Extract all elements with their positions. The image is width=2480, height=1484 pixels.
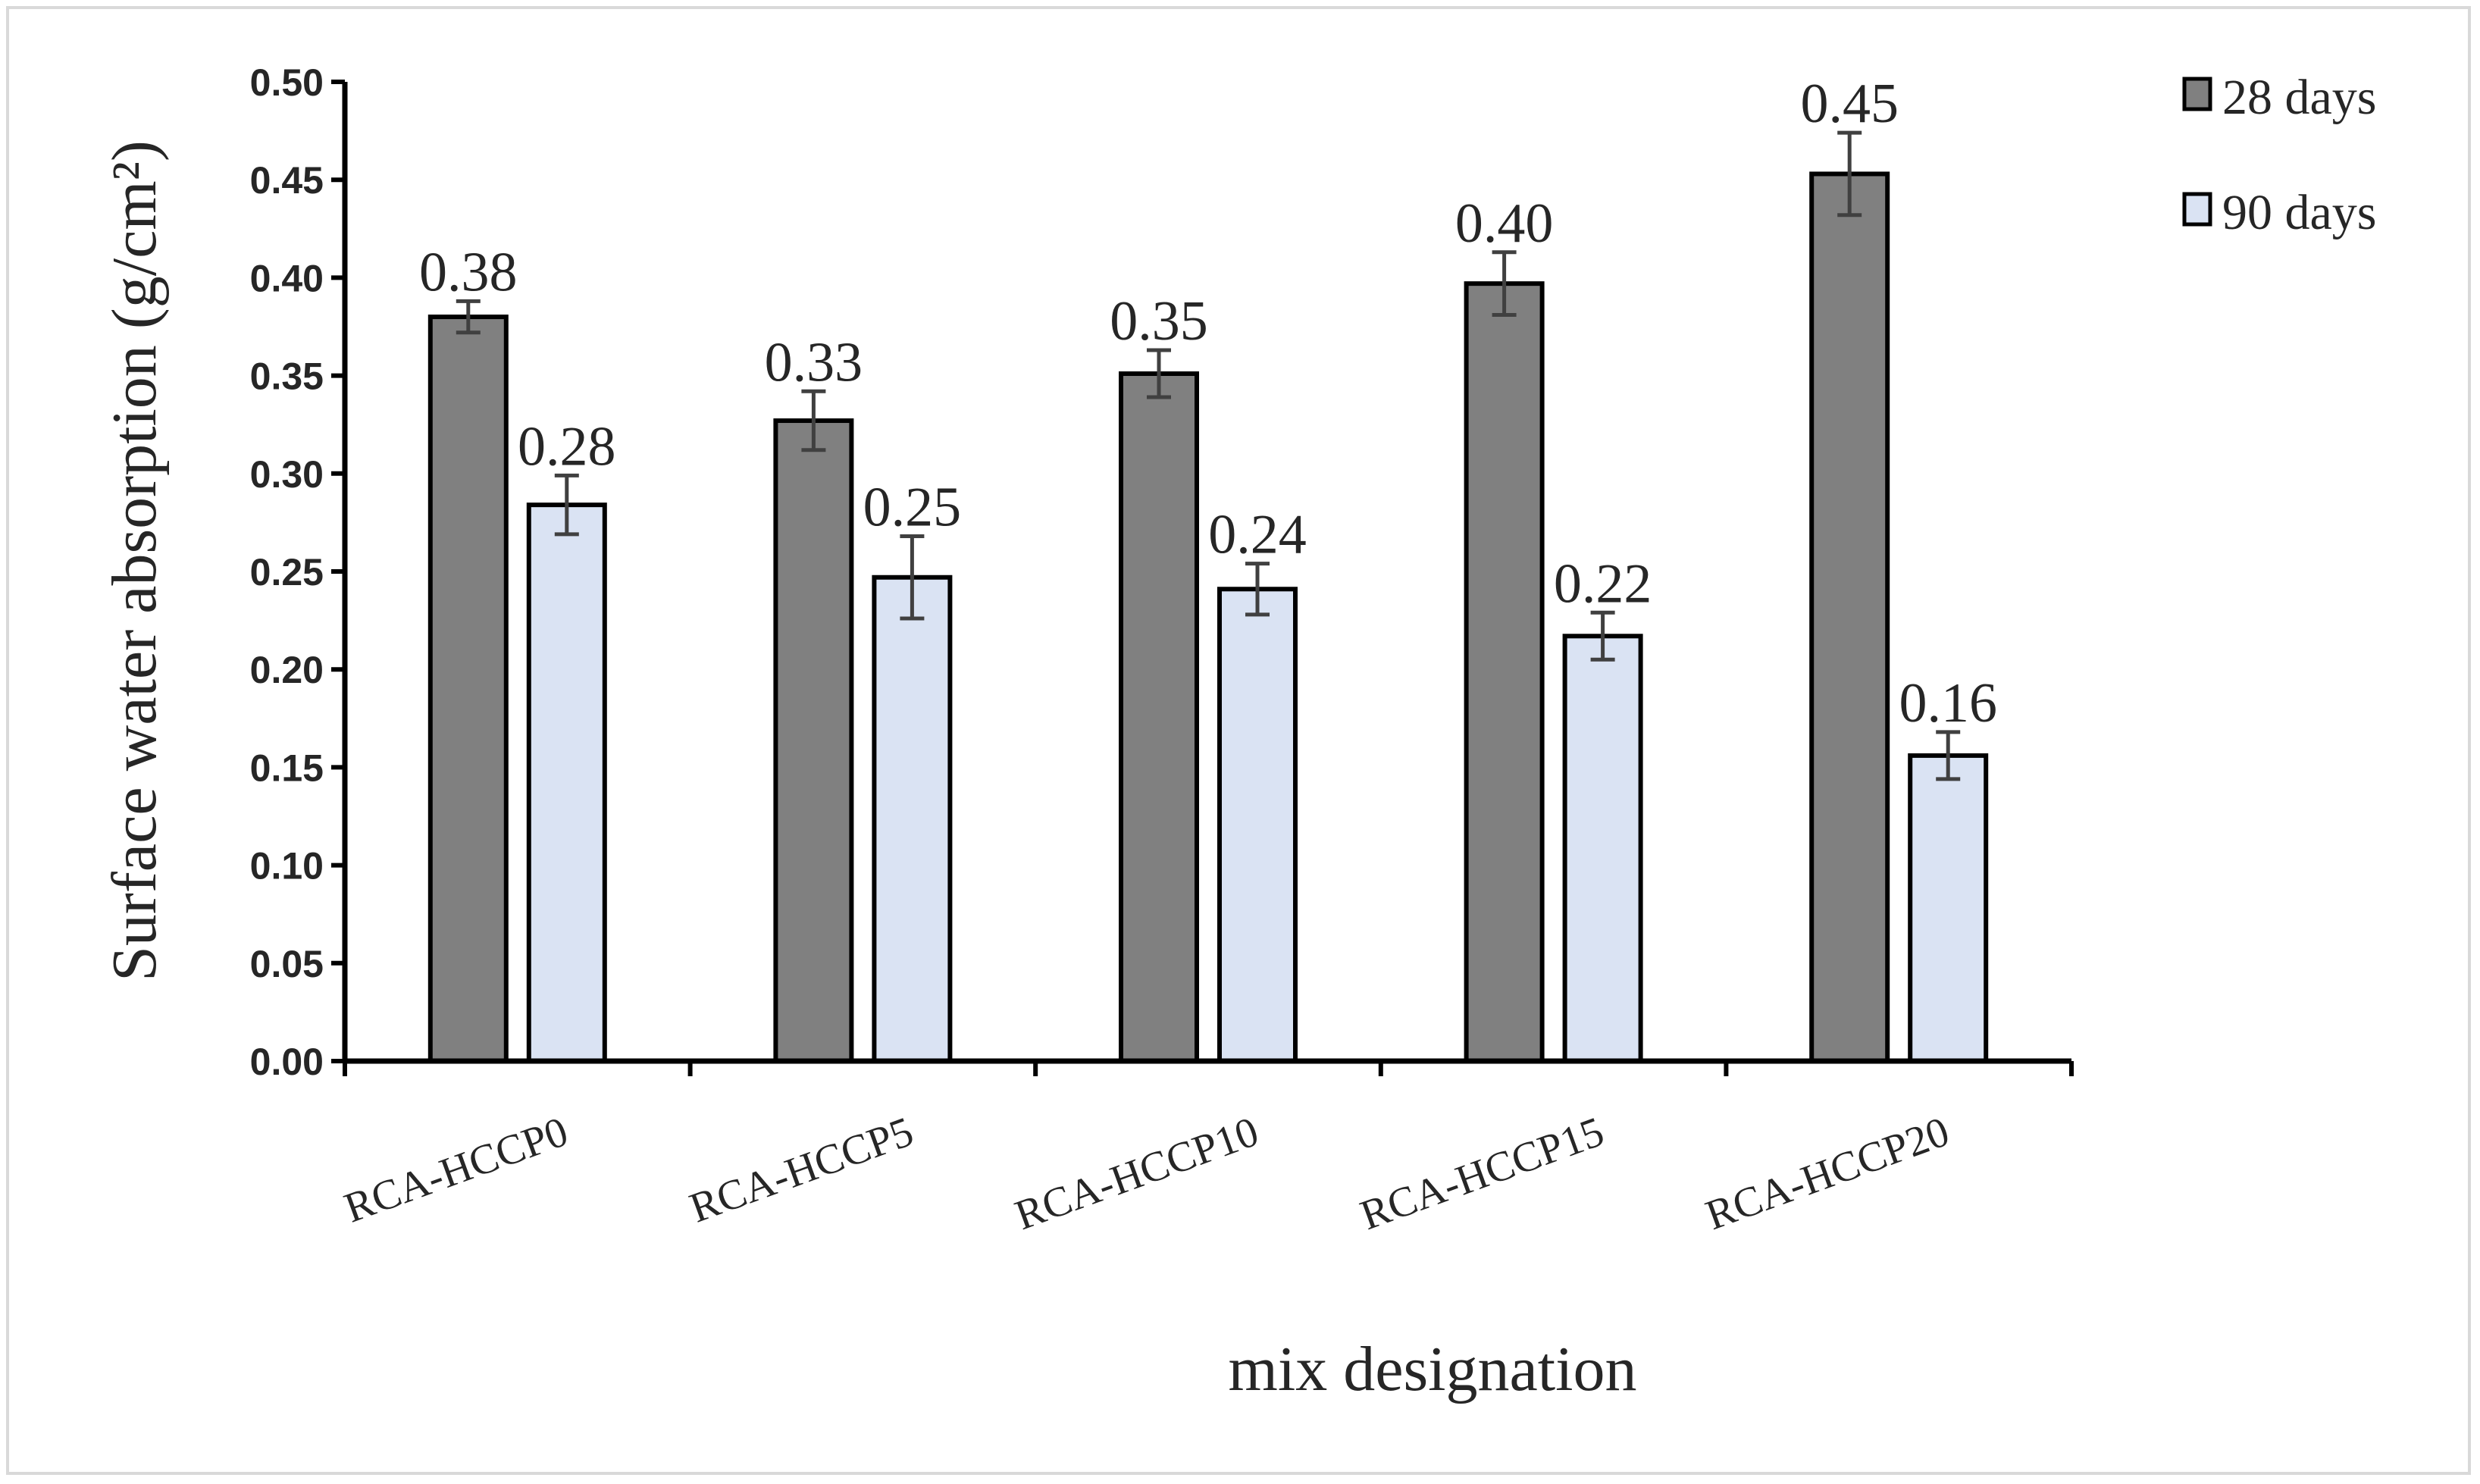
legend-swatch-28-days bbox=[2182, 77, 2212, 111]
x-category-label: RCA-HCCP10 bbox=[1009, 1108, 1264, 1239]
x-category-label: RCA-HCCP5 bbox=[684, 1108, 919, 1232]
data-label: 0.40 bbox=[1455, 193, 1554, 255]
bar bbox=[1464, 281, 1545, 1064]
legend-swatch-90-days bbox=[2182, 192, 2212, 227]
bar bbox=[1809, 171, 1890, 1063]
y-axis-ticks: 0.00 0.05 0.10 0.15 0.20 0.25 0.30 0.35 0.40 0.45… bbox=[250, 61, 345, 1083]
y-tick-label: 0.40 bbox=[250, 257, 324, 299]
bar bbox=[1562, 634, 1643, 1063]
data-label: 0.22 bbox=[1554, 553, 1652, 615]
data-label: 0.28 bbox=[518, 415, 616, 477]
data-label: 0.16 bbox=[1899, 672, 1997, 734]
y-tick-label: 0.25 bbox=[250, 551, 324, 593]
x-category-label: RCA-HCCP0 bbox=[339, 1108, 575, 1232]
x-axis-ticks: RCA-HCCP0 RCA-HCCP5 RCA-HCCP10 RCA-HCCP15 RC… bbox=[339, 1061, 2074, 1239]
legend-label-28-days: 28 days bbox=[2222, 70, 2376, 125]
legend: 28 days 90 days bbox=[2182, 70, 2376, 240]
x-category-label: RCA-HCCP15 bbox=[1354, 1108, 1610, 1239]
data-labels: 0.38 0.33 0.35 0.40 0.45 0.28 0.25 0.24 0.22 0.16 bbox=[419, 73, 1997, 734]
bar bbox=[427, 315, 509, 1063]
error-bars bbox=[456, 130, 1961, 781]
legend-label-90-days: 90 days bbox=[2222, 185, 2376, 240]
y-tick-label: 0.00 bbox=[250, 1041, 324, 1083]
y-tick-label: 0.20 bbox=[250, 649, 324, 691]
bar bbox=[872, 575, 953, 1063]
bars bbox=[427, 171, 1989, 1064]
data-label: 0.45 bbox=[1800, 73, 1899, 135]
bar bbox=[1908, 753, 1989, 1063]
y-tick-label: 0.30 bbox=[250, 453, 324, 496]
data-label: 0.38 bbox=[419, 241, 518, 303]
x-axis-title: mix designation bbox=[1229, 1334, 1637, 1404]
y-axis-title: Surface water absorption (g/cm²) bbox=[99, 140, 170, 982]
bar bbox=[1119, 371, 1199, 1063]
data-label: 0.24 bbox=[1208, 504, 1307, 566]
data-label: 0.25 bbox=[863, 476, 962, 538]
y-tick-label: 0.45 bbox=[250, 159, 324, 202]
y-tick-label: 0.10 bbox=[250, 845, 324, 888]
y-tick-label: 0.05 bbox=[250, 943, 324, 985]
y-tick-label: 0.35 bbox=[250, 355, 324, 398]
data-label: 0.35 bbox=[1110, 290, 1208, 352]
bar bbox=[773, 418, 854, 1063]
bar bbox=[1217, 587, 1298, 1063]
x-category-label: RCA-HCCP20 bbox=[1700, 1108, 1956, 1239]
data-label: 0.33 bbox=[765, 331, 863, 393]
bar bbox=[526, 502, 607, 1063]
y-tick-label: 0.50 bbox=[250, 61, 324, 104]
y-tick-label: 0.15 bbox=[250, 747, 324, 789]
